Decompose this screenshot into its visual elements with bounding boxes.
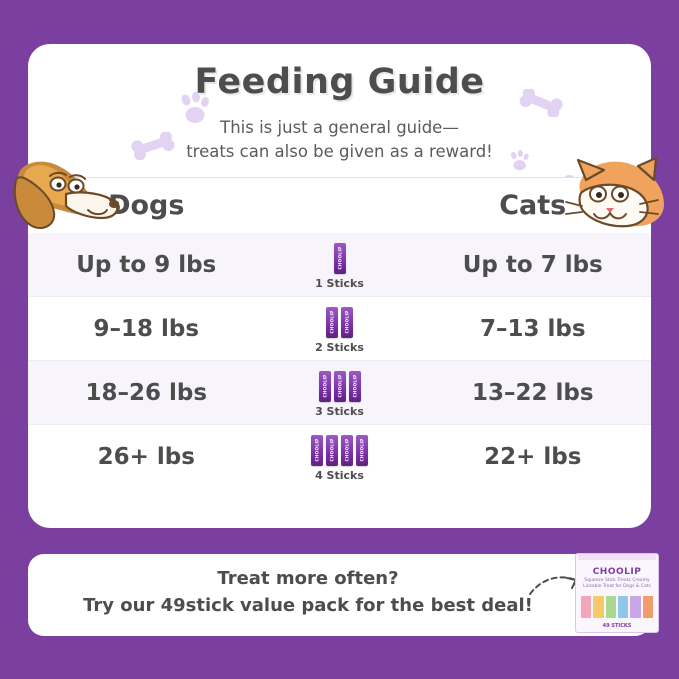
page-subtitle: This is just a general guide— treats can… [28,116,651,164]
subtitle-line-1: This is just a general guide— [220,118,459,137]
dog-weight-cell: 26+ lbs [97,443,195,470]
promo-headline: Treat more often? [217,568,399,589]
stick-stripe [581,596,592,618]
table-row: 9–18 lbs 2 Sticks 7–13 lbs [28,297,651,361]
product-count-label: 49 STICKS [602,623,632,629]
subtitle-line-2: treats can also be given as a reward! [186,142,493,161]
column-header-cats: Cats [499,190,567,221]
product-box-lid [578,554,656,560]
treat-stick-icon [356,434,368,466]
dog-mascot-icon [13,161,120,230]
cat-weight-cell: 13–22 lbs [471,379,594,406]
treat-stick-icon [318,370,331,402]
treat-stick-icon [326,306,338,338]
stick-group [333,240,346,274]
product-subtitle-label: Squeeze Stick Treats Creamy Lickable Tre… [583,578,651,589]
stick-stripe [630,596,641,618]
dog-weight-cell: 18–26 lbs [85,379,208,406]
serving-cell: 4 Sticks [265,432,415,482]
product-box-image[interactable]: CHOOLIP Squeeze Stick Treats Creamy Lick… [575,553,659,635]
treat-stick-icon [311,434,323,466]
treat-stick-icon [333,242,346,274]
feeding-guide-card: Feeding Guide This is just a general gui… [28,44,651,528]
treat-stick-icon [326,434,338,466]
serving-cell: 1 Sticks [265,240,415,290]
page-title: Feeding Guide [194,62,485,102]
stick-stripe [593,596,604,618]
stick-count-label: 1 Sticks [315,276,364,290]
dog-weight-cell: 9–18 lbs [93,315,200,342]
treat-stick-icon [333,370,346,402]
stick-group [326,304,353,338]
cat-weight-cell: 7–13 lbs [479,315,586,342]
promo-subtext: Try our 49stick value pack for the best … [83,595,533,616]
stick-stripe [617,596,629,618]
treat-stick-icon [341,434,353,466]
table-row: 18–26 lbs 3 Sticks 13–22 lbs [28,361,651,425]
dog-weight-cell: Up to 9 lbs [76,251,217,278]
column-header-dogs: Dogs [108,190,185,221]
stick-count-label: 3 Sticks [315,404,364,418]
stick-group [318,368,361,402]
serving-cell: 3 Sticks [265,368,415,418]
product-brand-label: CHOOLIP [592,567,642,577]
cat-weight-cell: 22+ lbs [484,443,582,470]
promo-banner[interactable]: Treat more often? Try our 49stick value … [28,554,651,636]
treat-stick-icon [341,306,353,338]
stick-count-label: 4 Sticks [315,468,364,482]
stick-stripe [642,596,653,618]
table-row: 26+ lbs 4 Sticks 22+ lbs [28,425,651,488]
table-header: Dogs Cats [28,177,651,234]
treat-stick-icon [348,370,361,402]
stick-count-label: 2 Sticks [315,340,364,354]
table-row: Up to 9 lbs 1 Sticks Up to 7 lbs [28,233,651,297]
stick-group [311,432,368,466]
product-box-body: CHOOLIP Squeeze Stick Treats Creamy Lick… [575,553,659,633]
cat-mascot-icon [565,158,664,228]
serving-cell: 2 Sticks [265,304,415,354]
product-stick-stripes [581,596,653,618]
stick-stripe [605,596,616,618]
table-body: Up to 9 lbs 1 Sticks Up to 7 lbs 9–18 lbs 2 … [28,233,651,488]
cat-weight-cell: Up to 7 lbs [462,251,603,278]
